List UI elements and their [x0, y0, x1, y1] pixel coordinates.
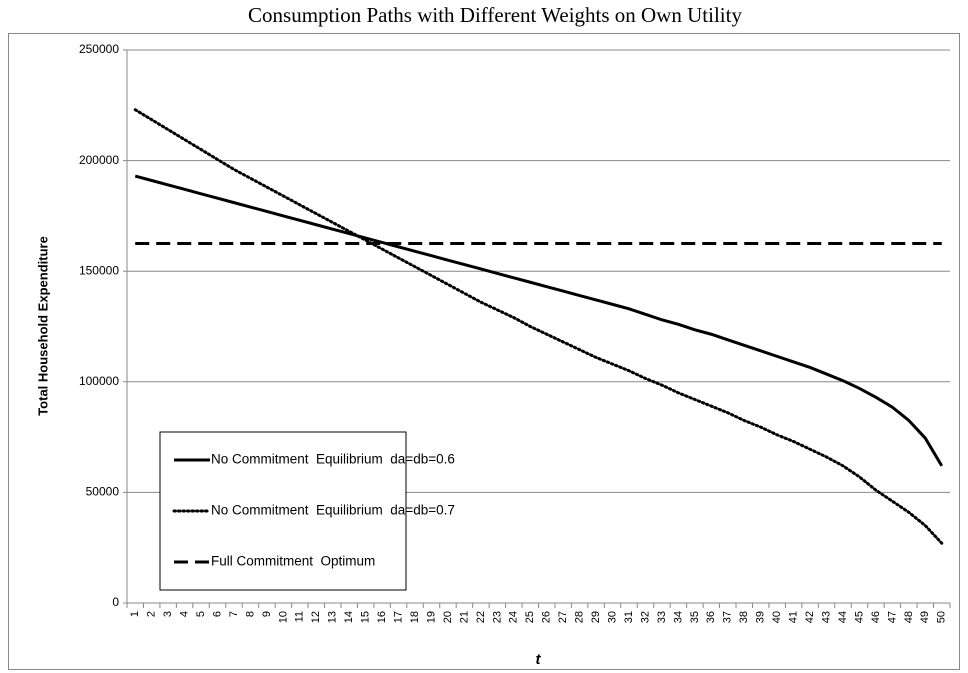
x-tick-label: 21: [458, 611, 470, 623]
x-tick-label: 27: [557, 611, 569, 623]
line-series: [134, 174, 944, 467]
y-axis-label: Total Household Expenditure: [35, 236, 50, 416]
x-tick-label: 40: [771, 611, 783, 623]
x-tick-label: 46: [870, 611, 882, 623]
x-tick-label: 2: [146, 611, 158, 617]
x-tick-label: 19: [425, 611, 437, 623]
x-tick-label: 23: [491, 611, 503, 623]
legend-label: No Commitment Equilibrium da=db=0.6: [211, 452, 455, 467]
legend-label: Full Commitment Optimum: [211, 554, 375, 569]
x-tick-label: 45: [853, 611, 865, 623]
x-tick-label: 48: [903, 611, 915, 623]
x-tick-label: 22: [475, 611, 487, 623]
x-tick-label: 35: [689, 611, 701, 623]
y-tick-label: 150000: [79, 263, 119, 277]
x-axis-label: t: [536, 651, 542, 668]
x-tick-label: 41: [788, 611, 800, 623]
x-tick-label: 11: [294, 611, 306, 622]
x-tick-label: 9: [261, 611, 273, 617]
x-tick-label: 15: [360, 611, 372, 623]
x-tick-label: 1: [129, 611, 141, 617]
x-tick-label: 37: [722, 611, 734, 623]
x-tick-label: 10: [277, 611, 289, 623]
x-tick-label: 17: [392, 611, 404, 623]
y-tick-label: 50000: [86, 485, 120, 499]
x-tick-label: 12: [310, 611, 322, 623]
x-tick-label: 44: [837, 611, 849, 623]
x-tick-label: 39: [755, 611, 767, 623]
y-tick-label: 200000: [79, 153, 119, 167]
x-tick-label: 14: [343, 611, 355, 623]
x-tick-label: 16: [376, 611, 388, 623]
x-tick-label: 47: [886, 611, 898, 623]
x-tick-label: 5: [195, 611, 207, 617]
legend-label: No Commitment Equilibrium da=db=0.7: [211, 503, 455, 518]
x-tick-label: 34: [672, 611, 684, 623]
x-tick-label: 20: [442, 611, 454, 623]
line-series: [133, 108, 944, 545]
x-tick-label: 42: [804, 611, 816, 623]
x-tick-label: 6: [211, 611, 223, 617]
x-tick-label: 49: [919, 611, 931, 623]
x-tick-label: 38: [738, 611, 750, 623]
x-tick-label: 4: [179, 611, 191, 617]
chart-title: Consumption Paths with Different Weights…: [248, 3, 742, 27]
x-tick-label: 43: [820, 611, 832, 623]
x-tick-label: 26: [541, 611, 553, 623]
x-tick-label: 24: [508, 611, 520, 623]
x-tick-label: 29: [590, 611, 602, 623]
x-tick-label: 3: [162, 611, 174, 617]
y-tick-label: 250000: [79, 42, 119, 56]
x-tick-label: 28: [574, 611, 586, 623]
x-tick-label: 8: [244, 611, 256, 617]
x-tick-label: 31: [623, 611, 635, 623]
chart-frame: [8, 33, 960, 670]
y-tick-label: 100000: [79, 374, 119, 388]
x-tick-label: 36: [705, 611, 717, 623]
x-tick-label: 7: [228, 611, 240, 617]
x-tick-label: 30: [606, 611, 618, 623]
x-tick-label: 18: [409, 611, 421, 623]
x-tick-label: 32: [639, 611, 651, 623]
x-tick-label: 50: [936, 611, 948, 623]
x-tick-label: 33: [656, 611, 668, 623]
y-tick-label: 0: [112, 595, 119, 609]
x-tick-label: 25: [524, 611, 536, 623]
x-tick-label: 13: [327, 611, 339, 623]
